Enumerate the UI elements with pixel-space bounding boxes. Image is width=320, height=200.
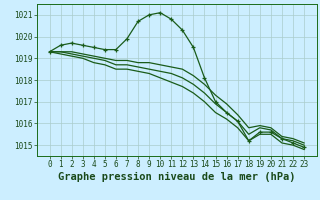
X-axis label: Graphe pression niveau de la mer (hPa): Graphe pression niveau de la mer (hPa) xyxy=(58,172,296,182)
